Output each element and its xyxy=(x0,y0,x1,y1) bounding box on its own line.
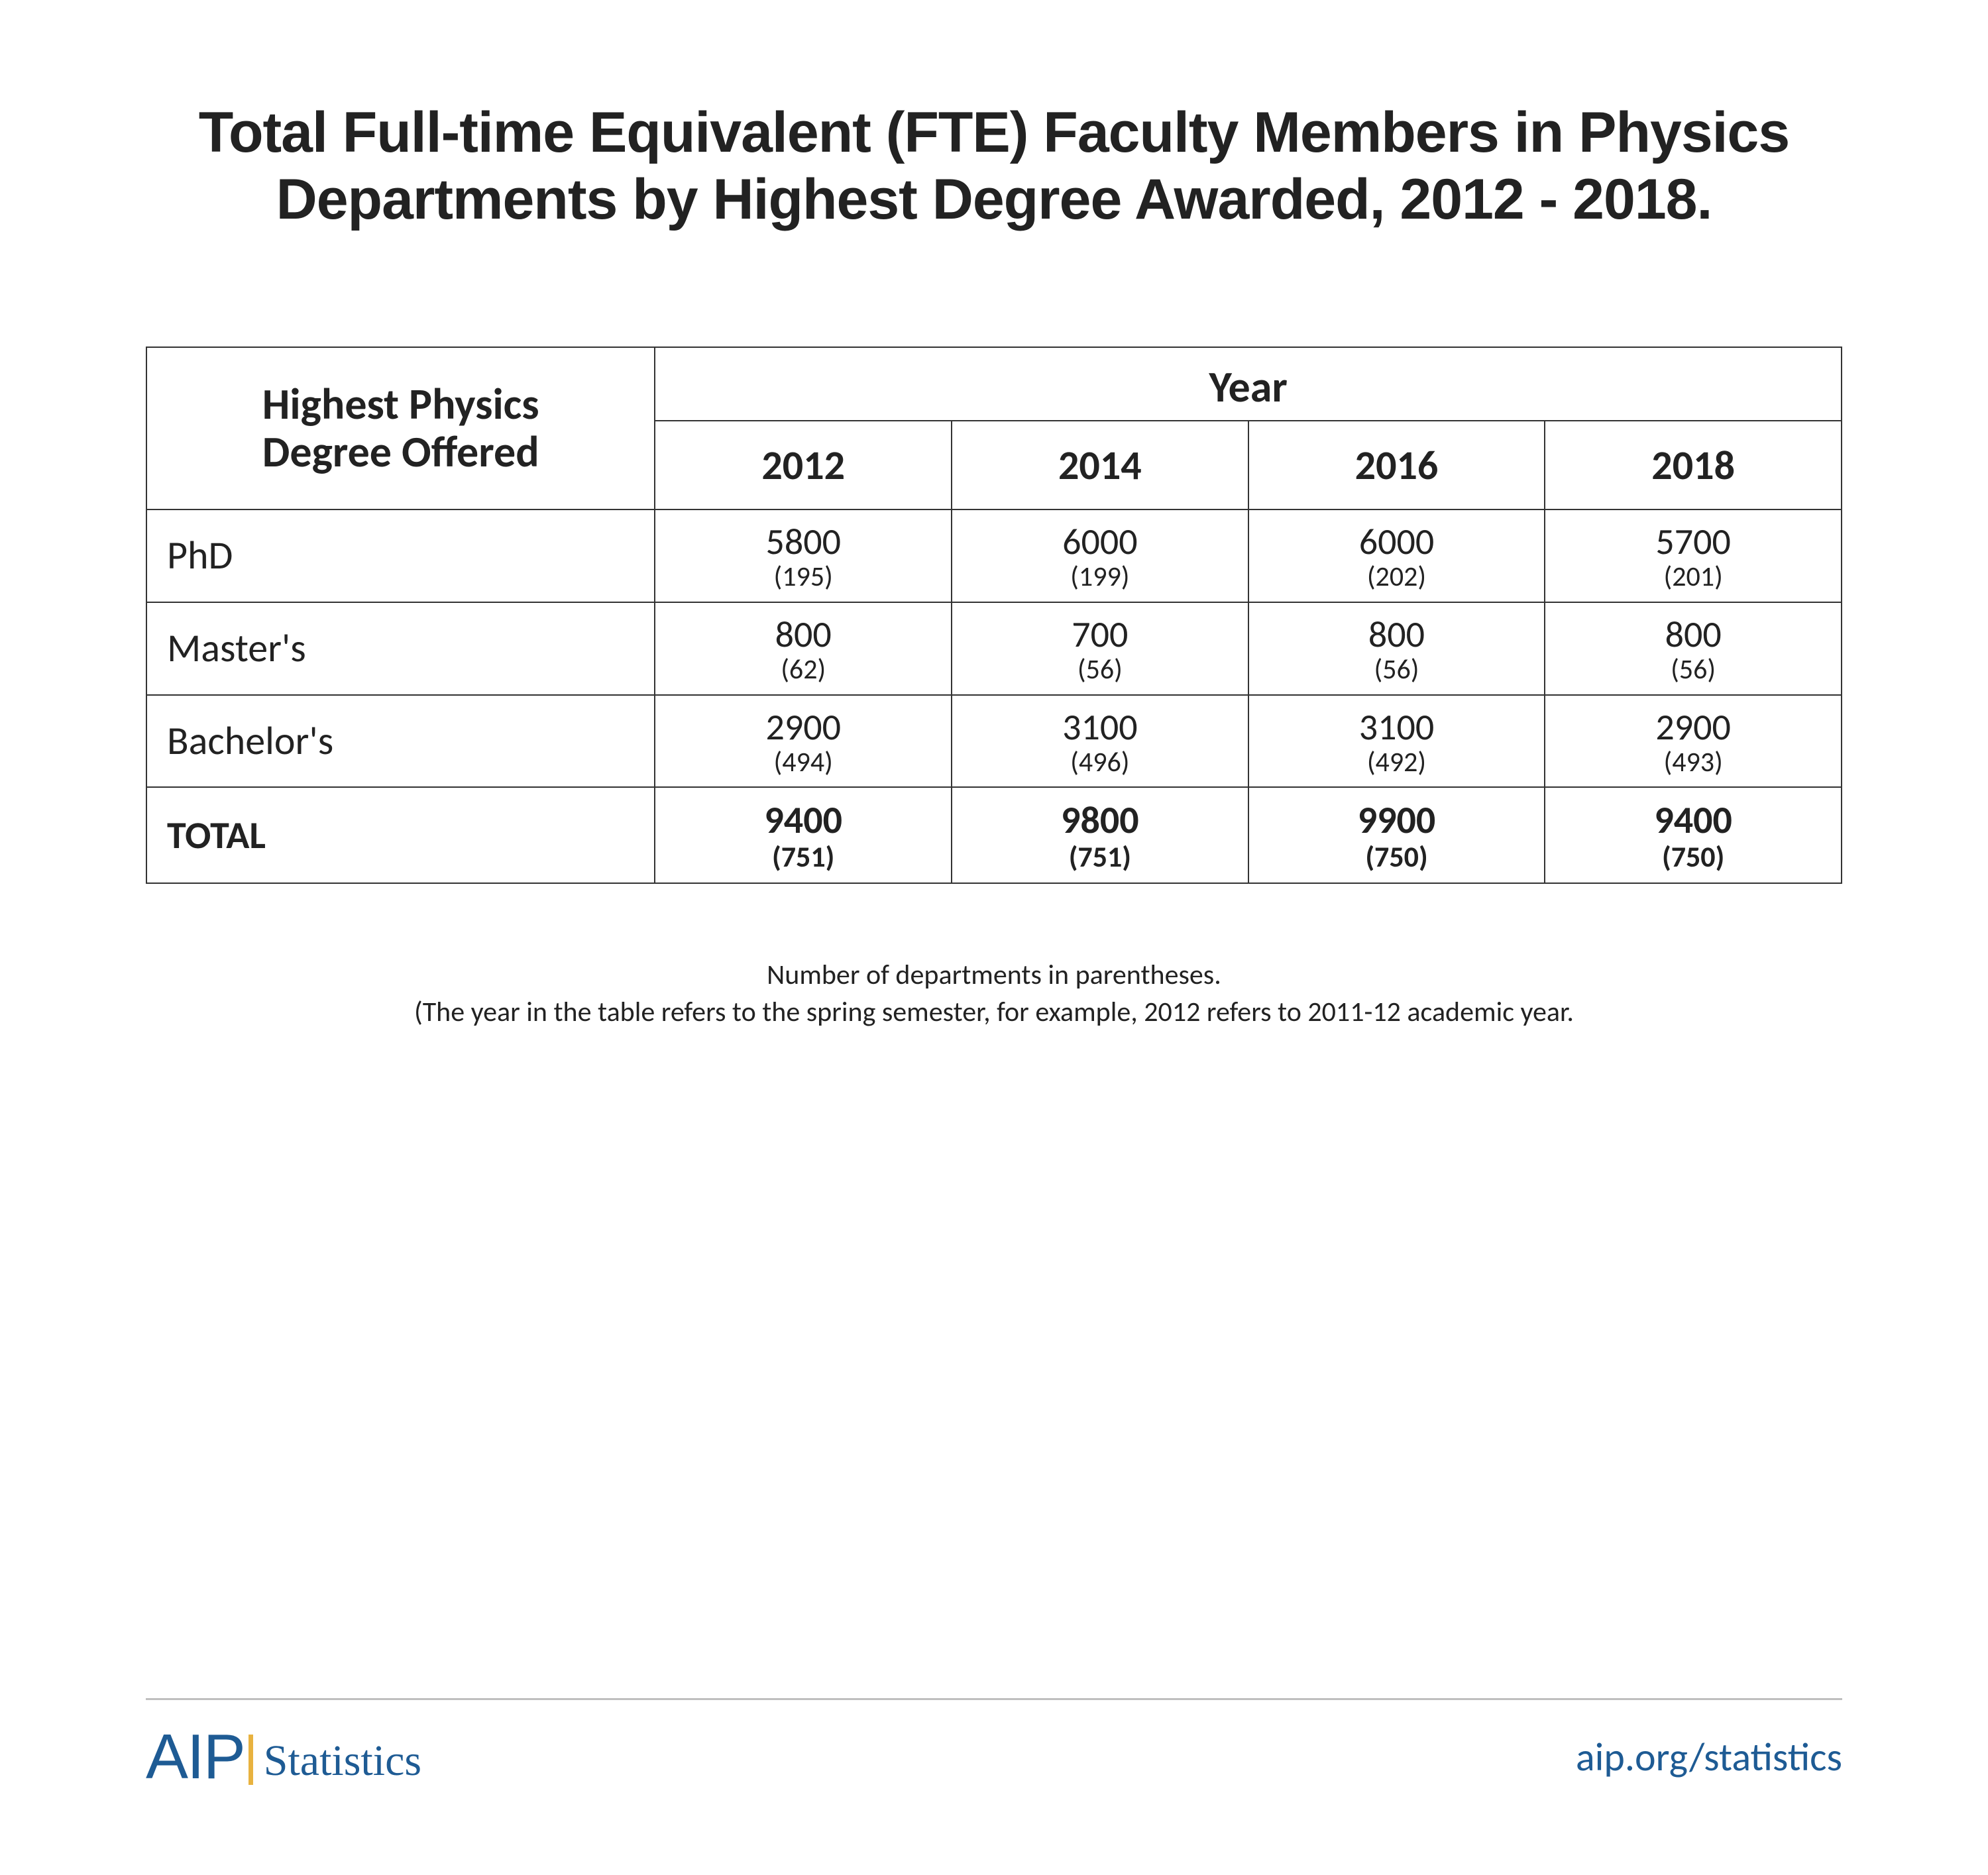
cell-value: 800 xyxy=(655,615,951,655)
row-label-bachelors: Bachelor's xyxy=(146,695,655,788)
cell-sub: (56) xyxy=(1545,655,1841,684)
cell: 800(56) xyxy=(1545,602,1842,695)
cell-value: 800 xyxy=(1249,615,1545,655)
cell: 3100(496) xyxy=(952,695,1248,788)
cell-sub: (195) xyxy=(655,562,951,592)
year-spanner: Year xyxy=(655,347,1842,421)
page: Total Full-time Equivalent (FTE) Faculty… xyxy=(0,0,1988,1875)
cell-value: 5800 xyxy=(655,522,951,562)
cell-value: 9400 xyxy=(655,800,951,841)
cell-value: 2900 xyxy=(655,708,951,747)
cell: 800(56) xyxy=(1248,602,1545,695)
cell: 9800(751) xyxy=(952,787,1248,883)
cell-value: 5700 xyxy=(1545,522,1841,562)
site-url: aip.org/statistics xyxy=(1576,1733,1842,1782)
cell-value: 3100 xyxy=(1249,708,1545,747)
cell: 2900(493) xyxy=(1545,695,1842,788)
cell-sub: (201) xyxy=(1545,562,1841,592)
cell-sub: (493) xyxy=(1545,747,1841,777)
cell: 6000(202) xyxy=(1248,509,1545,602)
table-row: PhD 5800(195) 6000(199) 6000(202) 5700(2… xyxy=(146,509,1842,602)
col-year-2016: 2016 xyxy=(1248,421,1545,509)
stub-header-line-2: Degree Offered xyxy=(262,425,539,478)
cell-sub: (496) xyxy=(952,747,1248,777)
title-line-1: Total Full-time Equivalent (FTE) Faculty… xyxy=(199,101,1789,164)
page-footer: AIP Statistics aip.org/statistics xyxy=(146,1698,1842,1789)
cell: 5700(201) xyxy=(1545,509,1842,602)
data-table: Highest Physics Degree Offered Year 2012… xyxy=(146,347,1842,884)
brand-stats-text: Statistics xyxy=(264,1739,421,1783)
title-line-2: Departments by Highest Degree Awarded, 2… xyxy=(276,168,1712,231)
col-year-2012: 2012 xyxy=(655,421,952,509)
cell: 9400(750) xyxy=(1545,787,1842,883)
cell: 700(56) xyxy=(952,602,1248,695)
cell-value: 700 xyxy=(952,615,1248,655)
cell-sub: (62) xyxy=(655,655,951,684)
cell-sub: (56) xyxy=(1249,655,1545,684)
col-year-2018: 2018 xyxy=(1545,421,1842,509)
table-row: Master's 800(62) 700(56) 800(56) 800(56) xyxy=(146,602,1842,695)
page-title: Total Full-time Equivalent (FTE) Faculty… xyxy=(146,99,1842,234)
footnote: Number of departments in parentheses. (T… xyxy=(146,957,1842,1032)
row-label-phd: PhD xyxy=(146,509,655,602)
stub-header-line-1: Highest Physics xyxy=(262,377,539,431)
footnote-line-1: Number of departments in parentheses. xyxy=(767,958,1221,992)
cell-sub: (751) xyxy=(952,841,1248,873)
cell: 2900(494) xyxy=(655,695,952,788)
table-row-total: TOTAL 9400(751) 9800(751) 9900(750) 9400… xyxy=(146,787,1842,883)
cell-value: 9800 xyxy=(952,800,1248,841)
brand-logo: AIP Statistics xyxy=(146,1725,421,1789)
cell-sub: (751) xyxy=(655,841,951,873)
table-row: Bachelor's 2900(494) 3100(496) 3100(492)… xyxy=(146,695,1842,788)
cell: 800(62) xyxy=(655,602,952,695)
cell-value: 6000 xyxy=(952,522,1248,562)
stub-header: Highest Physics Degree Offered xyxy=(146,347,655,509)
cell-sub: (199) xyxy=(952,562,1248,592)
brand-aip-text: AIP xyxy=(146,1725,245,1789)
cell: 6000(199) xyxy=(952,509,1248,602)
cell-value: 3100 xyxy=(952,708,1248,747)
cell-sub: (492) xyxy=(1249,747,1545,777)
cell-value: 6000 xyxy=(1249,522,1545,562)
cell: 3100(492) xyxy=(1248,695,1545,788)
cell-sub: (202) xyxy=(1249,562,1545,592)
col-year-2014: 2014 xyxy=(952,421,1248,509)
footer-row: AIP Statistics aip.org/statistics xyxy=(146,1725,1842,1789)
cell-value: 2900 xyxy=(1545,708,1841,747)
row-label-masters: Master's xyxy=(146,602,655,695)
cell: 9400(751) xyxy=(655,787,952,883)
cell-sub: (750) xyxy=(1545,841,1841,873)
row-label-total: TOTAL xyxy=(146,787,655,883)
cell-value: 9900 xyxy=(1249,800,1545,841)
footer-divider xyxy=(146,1698,1842,1700)
cell-value: 800 xyxy=(1545,615,1841,655)
brand-separator-icon xyxy=(248,1735,253,1785)
cell-value: 9400 xyxy=(1545,800,1841,841)
cell: 5800(195) xyxy=(655,509,952,602)
cell: 9900(750) xyxy=(1248,787,1545,883)
cell-sub: (750) xyxy=(1249,841,1545,873)
cell-sub: (56) xyxy=(952,655,1248,684)
cell-sub: (494) xyxy=(655,747,951,777)
footnote-line-2: (The year in the table refers to the spr… xyxy=(414,995,1574,1029)
